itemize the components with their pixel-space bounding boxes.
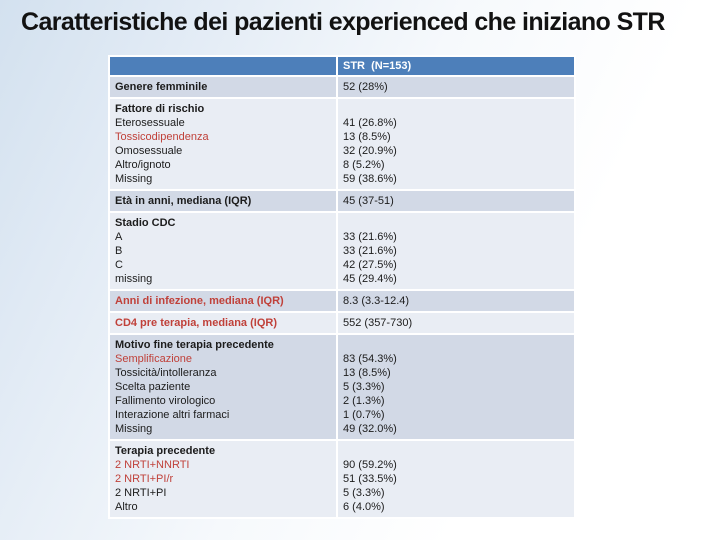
row-label: Anni di infezione, mediana (IQR)	[115, 295, 284, 307]
row-label-cell: Terapia precedente 2 NRTI+NNRTI 2 NRTI+PI/…	[110, 441, 336, 517]
row-label-cell: Fattore di rischio Eterosessuale Tossicodi…	[110, 99, 336, 189]
table-row: Motivo fine terapia precedente Semplifica…	[110, 335, 574, 439]
row-label: Omosessuale	[115, 145, 183, 157]
row-label: Scelta paziente	[115, 381, 191, 393]
row-value: 42 (27.5%)	[343, 259, 397, 271]
row-value: 5 (3.3%)	[343, 381, 385, 393]
table-header-empty-cell	[110, 57, 336, 75]
row-label: 2 NRTI+NNRTI	[115, 459, 190, 471]
table-row: Terapia precedente 2 NRTI+NNRTI 2 NRTI+PI/…	[110, 441, 574, 517]
table-row: CD4 pre terapia, mediana (IQR) 552 (357-7…	[110, 313, 574, 333]
row-value-cell: 45 (37-51)	[338, 191, 574, 211]
row-label-cell: Genere femminile	[110, 77, 336, 97]
row-value: 6 (4.0%)	[343, 501, 385, 513]
row-value: 45 (37-51)	[343, 195, 394, 207]
row-label: Fallimento virologico	[115, 395, 216, 407]
row-value: 83 (54.3%)	[343, 353, 397, 365]
row-value	[343, 338, 569, 352]
row-value: 33 (21.6%)	[343, 231, 397, 243]
row-label: Fattore di rischio	[115, 103, 205, 115]
row-label-cell: Anni di infezione, mediana (IQR)	[110, 291, 336, 311]
row-value: 32 (20.9%)	[343, 145, 397, 157]
row-value: 8.3 (3.3-12.4)	[343, 295, 410, 307]
row-label-cell: Motivo fine terapia precedente Semplifica…	[110, 335, 336, 439]
row-label: A	[115, 231, 123, 243]
row-value: 59 (38.6%)	[343, 173, 397, 185]
row-value: 8 (5.2%)	[343, 159, 385, 171]
row-value: 552 (357-730)	[343, 317, 413, 329]
slide-title: Caratteristiche dei pazienti experienced…	[21, 8, 665, 36]
row-value	[343, 102, 569, 116]
table-row: Genere femminile 52 (28%)	[110, 77, 574, 97]
row-label: Altro	[115, 501, 138, 513]
table-header-str-cell: STR (N=153)	[338, 57, 574, 75]
row-label: Missing	[115, 173, 153, 185]
row-value: 13 (8.5%)	[343, 367, 391, 379]
table-row: Anni di infezione, mediana (IQR) 8.3 (3.3…	[110, 291, 574, 311]
row-label: Genere femminile	[115, 81, 208, 93]
row-label: 2 NRTI+PI	[115, 487, 167, 499]
row-value-cell: 33 (21.6%) 33 (21.6%) 42 (27.5%) 45 (29.4%)	[338, 213, 574, 289]
row-value: 52 (28%)	[343, 81, 388, 93]
row-value: 33 (21.6%)	[343, 245, 397, 257]
row-label: 2 NRTI+PI/r	[115, 473, 174, 485]
row-label: Tossicità/intolleranza	[115, 367, 217, 379]
row-label: Altro/ignoto	[115, 159, 171, 171]
row-value-cell: 8.3 (3.3-12.4)	[338, 291, 574, 311]
row-value: 49 (32.0%)	[343, 423, 397, 435]
row-label: Interazione altri farmaci	[115, 409, 230, 421]
row-value: 1 (0.7%)	[343, 409, 385, 421]
row-label: B	[115, 245, 123, 257]
row-label: Missing	[115, 423, 153, 435]
row-label: Stadio CDC	[115, 217, 176, 229]
row-value-cell: 83 (54.3%) 13 (8.5%) 5 (3.3%) 2 (1.3%) 1 (0.…	[338, 335, 574, 439]
row-value: 45 (29.4%)	[343, 273, 397, 285]
table-row: Fattore di rischio Eterosessuale Tossicodi…	[110, 99, 574, 189]
row-label: Terapia precedente	[115, 445, 216, 457]
row-label: Semplificazione	[115, 353, 193, 365]
row-label: Età in anni, mediana (IQR)	[115, 195, 252, 207]
row-label: CD4 pre terapia, mediana (IQR)	[115, 317, 277, 329]
row-label: Eterosessuale	[115, 117, 185, 129]
row-value-cell: 52 (28%)	[338, 77, 574, 97]
row-value: 2 (1.3%)	[343, 395, 385, 407]
row-label: missing	[115, 273, 153, 285]
row-value	[343, 444, 569, 458]
row-value-cell: 41 (26.8%) 13 (8.5%) 32 (20.9%) 8 (5.2%) 59 …	[338, 99, 574, 189]
row-value	[343, 216, 569, 230]
patients-table: STR (N=153) Genere femminile 52 (28%) Fatt…	[108, 55, 576, 519]
row-value-cell: 552 (357-730)	[338, 313, 574, 333]
row-value: 5 (3.3%)	[343, 487, 385, 499]
row-value: 13 (8.5%)	[343, 131, 391, 143]
row-label-cell: Età in anni, mediana (IQR)	[110, 191, 336, 211]
row-label: Tossicodipendenza	[115, 131, 209, 143]
row-label: C	[115, 259, 123, 271]
row-label-cell: CD4 pre terapia, mediana (IQR)	[110, 313, 336, 333]
row-value: 90 (59.2%)	[343, 459, 397, 471]
table-header-row: STR (N=153)	[110, 57, 574, 75]
row-value: 51 (33.5%)	[343, 473, 397, 485]
row-value-cell: 90 (59.2%) 51 (33.5%) 5 (3.3%) 6 (4.0%)	[338, 441, 574, 517]
row-value: 41 (26.8%)	[343, 117, 397, 129]
table-row: Età in anni, mediana (IQR) 45 (37-51)	[110, 191, 574, 211]
row-label: Motivo fine terapia precedente	[115, 339, 274, 351]
